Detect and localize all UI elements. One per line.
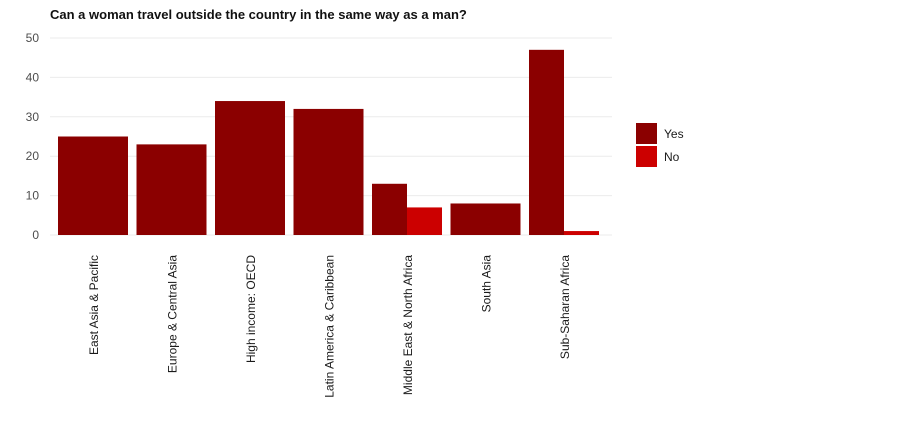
legend: Yes No bbox=[636, 123, 684, 167]
bar-no bbox=[407, 207, 442, 235]
bar-yes bbox=[529, 49, 564, 235]
x-tick-label: Middle East & North Africa bbox=[401, 255, 415, 395]
legend-label: Yes bbox=[664, 127, 684, 141]
bar-yes bbox=[372, 183, 407, 235]
y-tick-label: 50 bbox=[26, 31, 40, 45]
legend-key-no bbox=[636, 146, 657, 167]
y-tick-label: 30 bbox=[26, 110, 40, 124]
x-tick-label: East Asia & Pacific bbox=[87, 255, 101, 355]
y-tick-label: 20 bbox=[26, 149, 40, 163]
bars bbox=[58, 49, 599, 235]
x-axis: East Asia & Pacific Europe & Central Asia… bbox=[87, 255, 572, 398]
x-tick-label: Sub-Saharan Africa bbox=[558, 255, 572, 359]
bar-yes bbox=[293, 108, 364, 235]
chart-title: Can a woman travel outside the country i… bbox=[50, 7, 467, 22]
x-tick-label: High income: OECD bbox=[244, 255, 258, 363]
y-tick-label: 40 bbox=[26, 70, 40, 84]
bar-yes bbox=[215, 101, 285, 235]
x-tick-label: South Asia bbox=[480, 255, 494, 313]
bar-no bbox=[564, 231, 599, 235]
bar-yes bbox=[450, 203, 521, 235]
bar-yes bbox=[58, 136, 128, 235]
x-tick-label: Europe & Central Asia bbox=[166, 255, 180, 373]
legend-key-yes bbox=[636, 123, 657, 144]
legend-label: No bbox=[664, 150, 680, 164]
y-tick-label: 0 bbox=[32, 228, 39, 242]
bar-yes bbox=[136, 144, 207, 235]
y-tick-label: 10 bbox=[26, 189, 40, 203]
y-axis: 0 10 20 30 40 50 bbox=[26, 31, 40, 242]
x-tick-label: Latin America & Caribbean bbox=[323, 255, 337, 398]
